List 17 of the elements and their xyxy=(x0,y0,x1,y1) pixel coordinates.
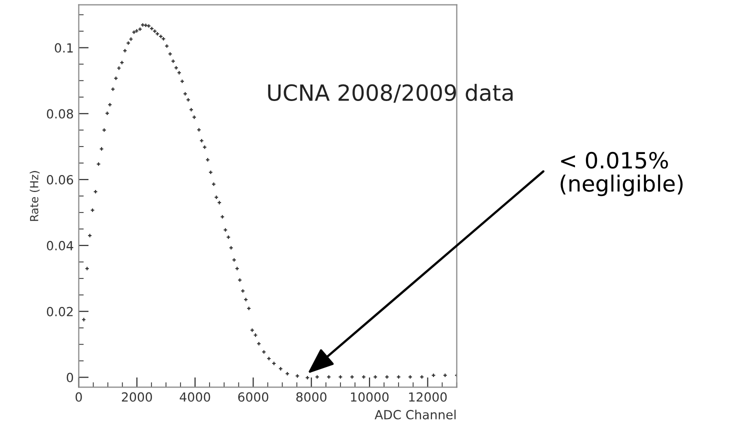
x-tick-label: 6000 xyxy=(238,392,268,402)
y-tick-label: 0.04 xyxy=(46,240,74,250)
y-axis-title: Rate (Hz) xyxy=(30,171,40,221)
y-tick-label: 0.08 xyxy=(46,109,74,119)
x-tick-label: 12000 xyxy=(409,392,447,402)
x-tick-label: 2000 xyxy=(122,392,152,402)
x-tick-label: 10000 xyxy=(351,392,389,402)
y-tick-label: 0.06 xyxy=(46,175,74,184)
x-tick-label: 8000 xyxy=(296,392,326,402)
annotation: < 0.015% (negligible) xyxy=(560,152,683,196)
y-tick-label: 0 xyxy=(66,372,74,382)
x-axis-title: ADC Channel xyxy=(374,410,456,420)
annotation: UCNA 2008/2009 data xyxy=(268,84,513,103)
x-tick-label: 0 xyxy=(76,392,82,402)
y-tick-label: 0.02 xyxy=(46,306,73,316)
x-tick-label: 4000 xyxy=(180,392,210,402)
y-tick-label: 0.1 xyxy=(54,43,73,53)
